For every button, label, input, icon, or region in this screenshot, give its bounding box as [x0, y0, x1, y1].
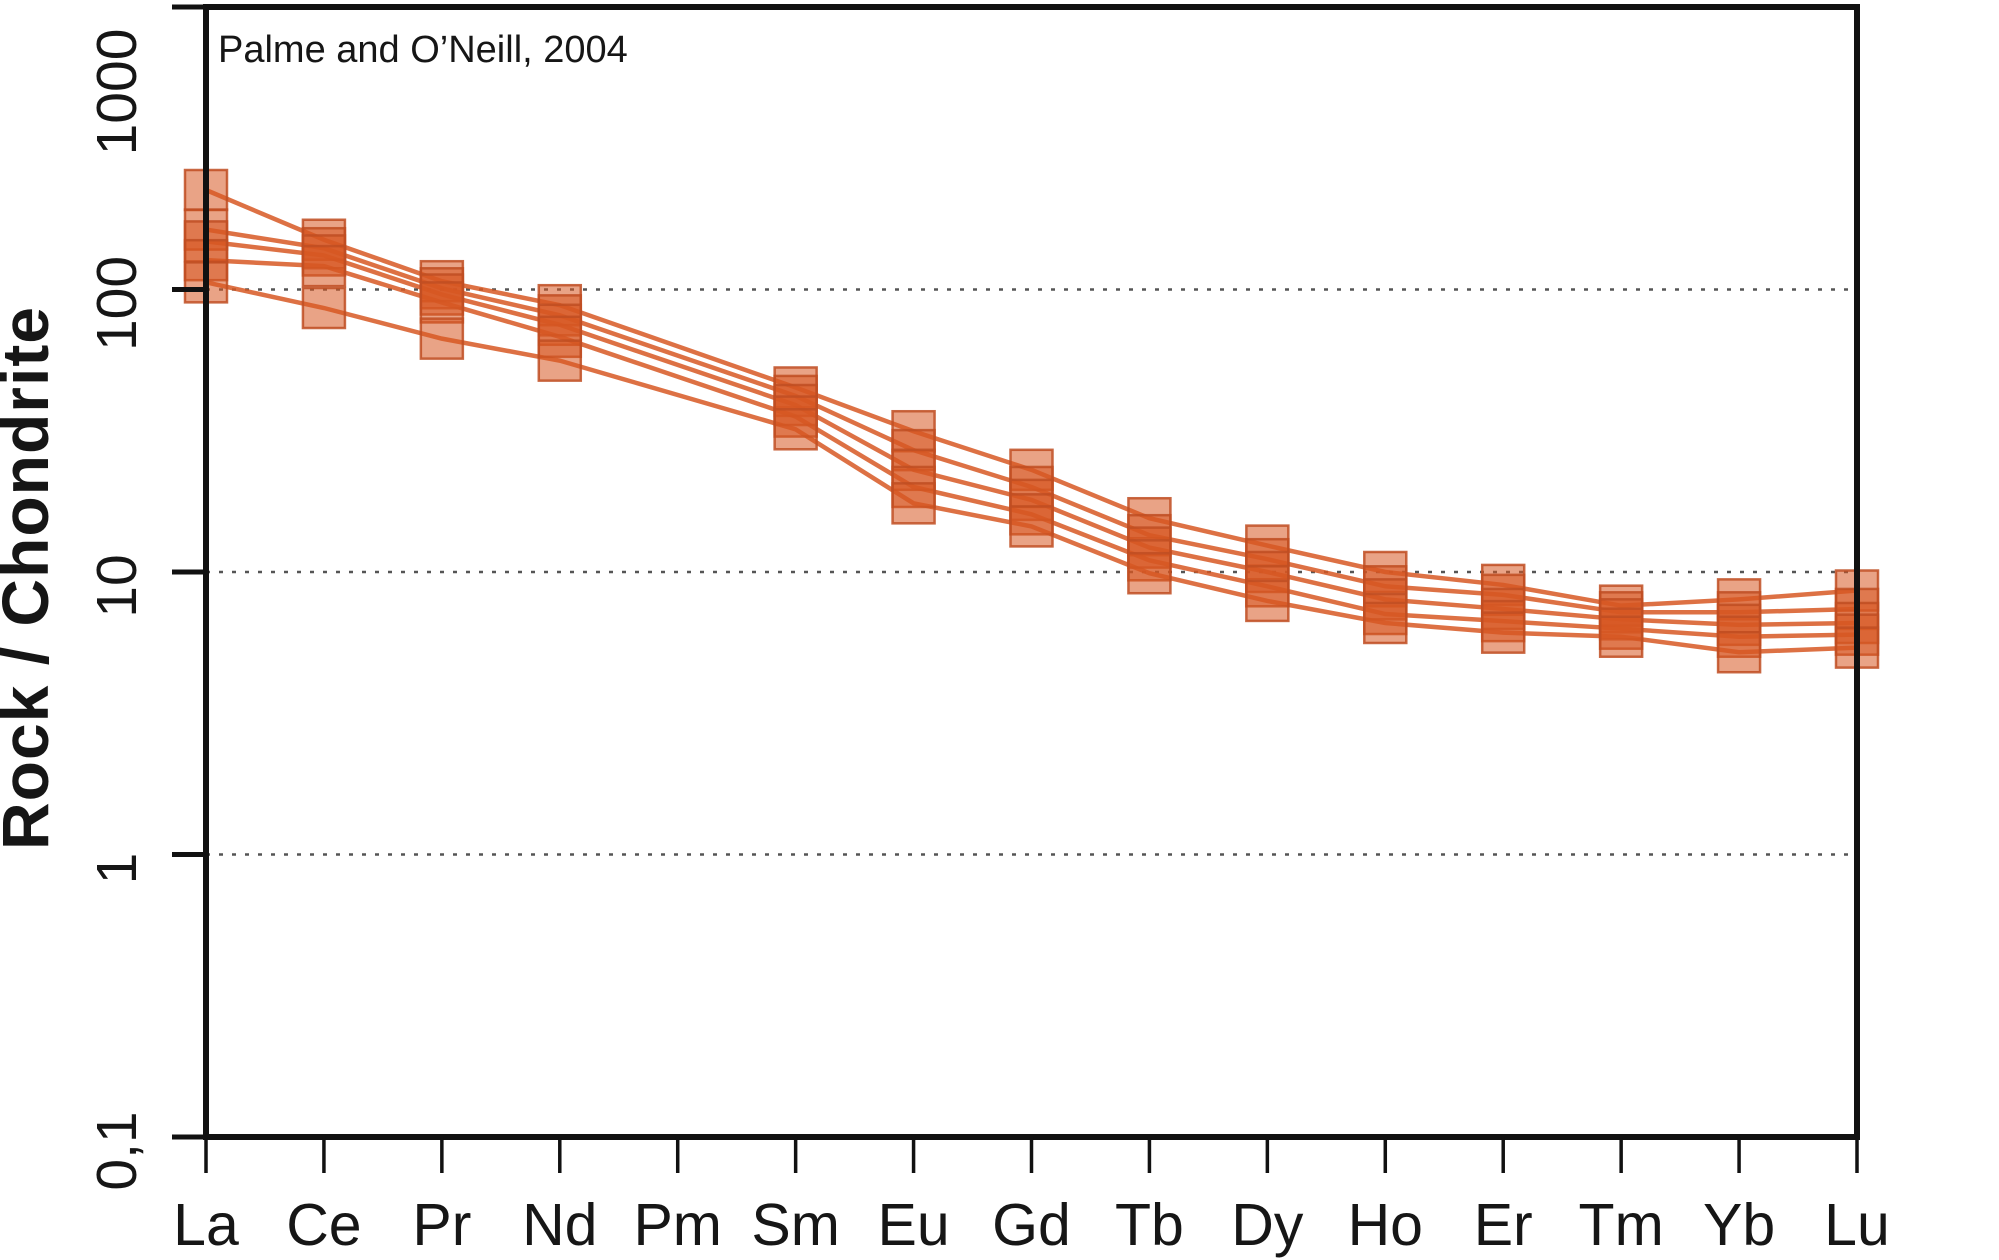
marker-sample-4-Pr [419, 281, 465, 324]
x-tick-label-Pm: Pm [633, 1192, 722, 1258]
y-tick-label-1000: 1000 [85, 29, 149, 156]
marker-sample-5-Sm [773, 408, 818, 451]
axes [172, 4, 1860, 1173]
y-tick-label-100: 100 [85, 256, 149, 351]
marker-sample-5-Tm [1598, 615, 1644, 658]
x-tick-label-Tm: Tm [1579, 1192, 1664, 1258]
x-tick-label-Tb: Tb [1115, 1192, 1184, 1258]
annotation: Palme and O’Neill, 2004 [218, 29, 628, 71]
marker-sample-5-Ce [301, 286, 347, 330]
marker-sample-5-Er [1480, 611, 1526, 654]
x-tick-label-Gd: Gd [992, 1192, 1071, 1258]
x-tick-labels: La Ce Pr Nd Pm Sm Eu Gd Tb Dy Ho Er Tm Yb Lu [173, 1192, 1890, 1258]
marker-sample-5-Gd [1009, 505, 1054, 548]
marker-sample-5-Yb [1716, 630, 1762, 674]
marker-sample-5-Pr [419, 317, 465, 360]
x-tick-label-Er: Er [1474, 1192, 1533, 1258]
x-tick-label-Ho: Ho [1348, 1192, 1423, 1258]
marker-sample-5-Ho [1363, 601, 1408, 645]
marker-sample-5-Nd [537, 339, 583, 382]
x-tick-label-Sm: Sm [751, 1192, 840, 1258]
x-tick-label-Eu: Eu [877, 1192, 949, 1258]
x-tick-label-Ce: Ce [286, 1192, 361, 1258]
y-tick-label-10: 10 [85, 554, 149, 617]
x-tick-label-La: La [173, 1192, 239, 1258]
x-tick-label-Lu: Lu [1824, 1192, 1890, 1258]
marker-sample-5-Tb [1127, 551, 1172, 595]
y-tick-label-1: 1 [85, 853, 149, 885]
x-tick-label-Nd: Nd [522, 1192, 597, 1258]
marker-sample-5-Dy [1245, 579, 1290, 623]
x-tick-label-Yb: Yb [1703, 1192, 1775, 1258]
y-tick-label-0,1: 0,1 [85, 1111, 149, 1190]
y-axis-title: Rock / Chondrite [0, 306, 62, 850]
x-tick-label-Pr: Pr [412, 1192, 471, 1258]
marker-sample-5-Eu [891, 482, 936, 525]
x-tick-label-Dy: Dy [1231, 1192, 1304, 1258]
series-layer [183, 168, 1880, 674]
marker-sample-4-Ce [301, 244, 347, 288]
gridlines [206, 288, 1857, 856]
y-tick-labels: 1000 100 10 1 0,1 [85, 29, 149, 1191]
